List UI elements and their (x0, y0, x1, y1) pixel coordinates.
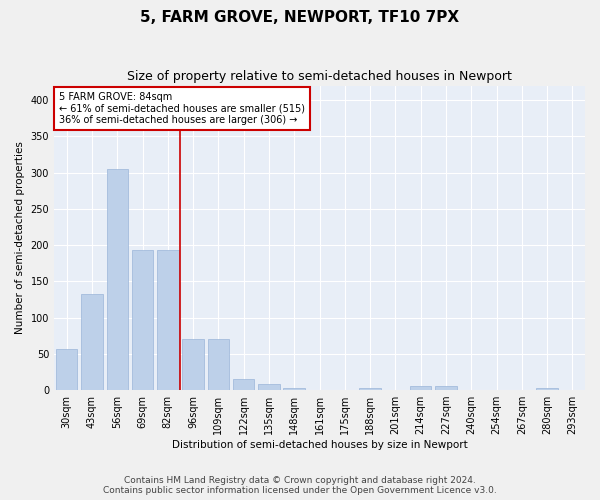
Bar (208, 340, 229, 390)
Bar (536, 388, 558, 390)
Bar (410, 386, 431, 390)
Text: Contains HM Land Registry data © Crown copyright and database right 2024.
Contai: Contains HM Land Registry data © Crown c… (103, 476, 497, 495)
Bar (233, 379, 254, 390)
Bar (157, 250, 179, 390)
Title: Size of property relative to semi-detached houses in Newport: Size of property relative to semi-detach… (127, 70, 512, 83)
X-axis label: Distribution of semi-detached houses by size in Newport: Distribution of semi-detached houses by … (172, 440, 467, 450)
Bar (56, 349, 77, 390)
Bar (258, 384, 280, 390)
Y-axis label: Number of semi-detached properties: Number of semi-detached properties (15, 142, 25, 334)
Bar (435, 386, 457, 390)
Text: 5, FARM GROVE, NEWPORT, TF10 7PX: 5, FARM GROVE, NEWPORT, TF10 7PX (140, 10, 460, 25)
Text: 5 FARM GROVE: 84sqm
← 61% of semi-detached houses are smaller (515)
36% of semi-: 5 FARM GROVE: 84sqm ← 61% of semi-detach… (59, 92, 305, 125)
Bar (182, 340, 204, 390)
Bar (283, 388, 305, 390)
Bar (359, 388, 381, 390)
Bar (107, 169, 128, 390)
Bar (132, 250, 153, 390)
Bar (81, 294, 103, 390)
